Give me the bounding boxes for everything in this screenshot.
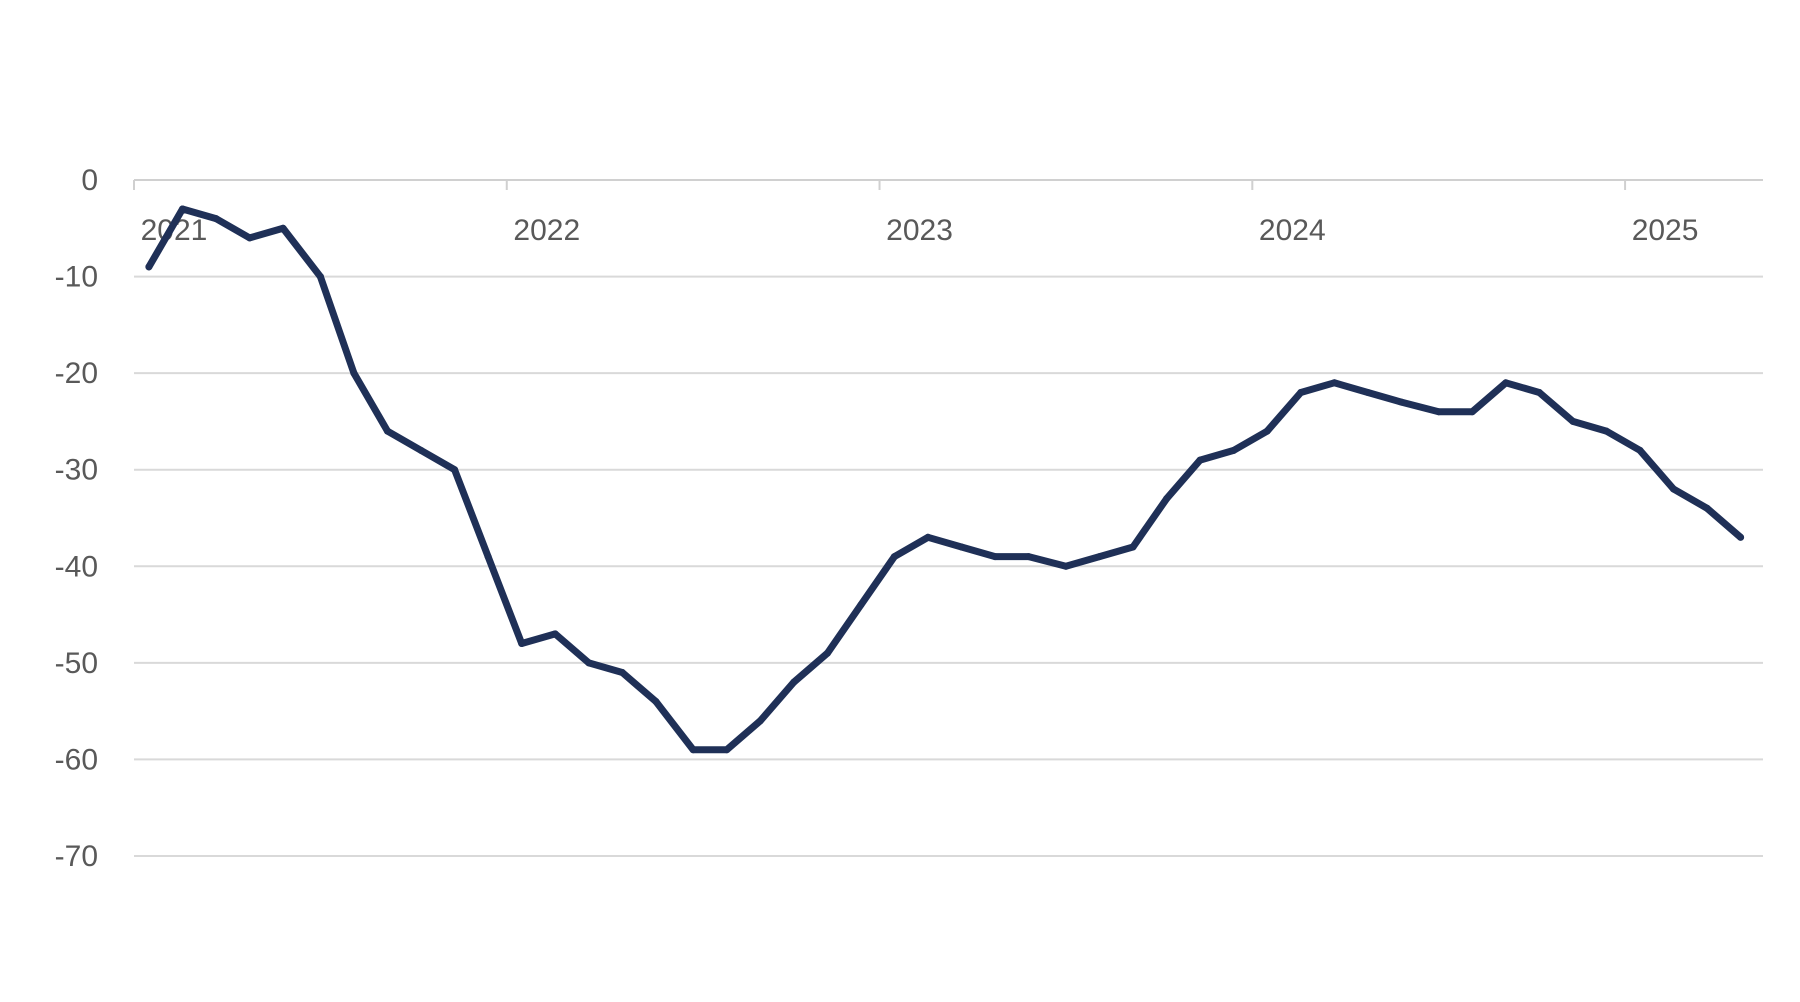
data-point xyxy=(1602,427,1610,435)
data-point xyxy=(924,533,932,541)
x-tick-label: 2024 xyxy=(1259,214,1326,247)
data-point xyxy=(1230,446,1238,454)
data-point xyxy=(1096,553,1103,561)
data-point xyxy=(1397,398,1405,406)
data-point xyxy=(212,215,220,223)
data-point xyxy=(451,466,459,474)
data-point xyxy=(1196,456,1204,464)
data-point xyxy=(1670,485,1677,493)
y-tick-labels: 0 -10 -20 -30 -40 -50 -60 -70 xyxy=(55,164,98,873)
x-tick-label: 2023 xyxy=(886,214,953,247)
y-tick-label: -30 xyxy=(55,454,98,487)
data-point xyxy=(179,205,186,213)
y-tick-label: -60 xyxy=(55,743,98,776)
y-tick-label: -40 xyxy=(55,550,98,583)
x-tick-label: 2025 xyxy=(1632,214,1699,247)
data-point xyxy=(1703,504,1711,512)
data-point xyxy=(1535,389,1543,396)
y-gridlines xyxy=(134,275,1763,857)
data-point xyxy=(890,553,898,561)
data-point xyxy=(991,553,999,561)
data-point xyxy=(1737,533,1745,541)
data-point xyxy=(246,234,254,242)
data-point xyxy=(958,543,965,551)
data-point xyxy=(316,273,324,281)
y-tick-label: -70 xyxy=(55,840,98,873)
series-layer xyxy=(145,205,1745,754)
y-tick-label: -20 xyxy=(55,357,98,390)
data-point xyxy=(384,427,391,435)
data-point xyxy=(551,630,559,638)
data-point xyxy=(1129,543,1137,551)
data-point xyxy=(1364,389,1372,396)
data-point xyxy=(1468,408,1476,416)
data-point xyxy=(279,224,287,232)
data-point xyxy=(756,717,764,725)
data-point xyxy=(723,746,731,754)
data-point xyxy=(1330,379,1338,387)
data-point xyxy=(857,601,865,609)
data-point xyxy=(1636,446,1644,454)
data-point xyxy=(790,678,798,686)
series-line xyxy=(145,205,1745,754)
data-point xyxy=(1297,389,1305,396)
data-point xyxy=(585,659,593,667)
data-point xyxy=(1435,408,1443,416)
data-point xyxy=(823,649,831,657)
data-point xyxy=(1025,553,1033,561)
data-point xyxy=(1502,379,1510,387)
data-point xyxy=(1163,495,1171,503)
data-point xyxy=(518,640,526,647)
data-point xyxy=(1062,562,1070,570)
x-axis xyxy=(133,179,1763,190)
data-point xyxy=(145,263,153,271)
x-tick-labels: 2021 2022 2023 2024 2025 xyxy=(141,214,1699,247)
data-point xyxy=(1263,427,1271,435)
data-point xyxy=(618,669,626,676)
y-tick-label: 0 xyxy=(81,164,98,197)
data-point xyxy=(417,446,425,454)
data-point xyxy=(484,553,492,561)
data-point xyxy=(1569,417,1577,425)
x-tick-label: 2022 xyxy=(513,214,580,247)
data-point xyxy=(350,369,358,377)
data-point xyxy=(652,698,660,705)
y-tick-label: -50 xyxy=(55,647,98,680)
y-tick-label: -10 xyxy=(55,261,98,294)
data-point xyxy=(689,746,697,754)
